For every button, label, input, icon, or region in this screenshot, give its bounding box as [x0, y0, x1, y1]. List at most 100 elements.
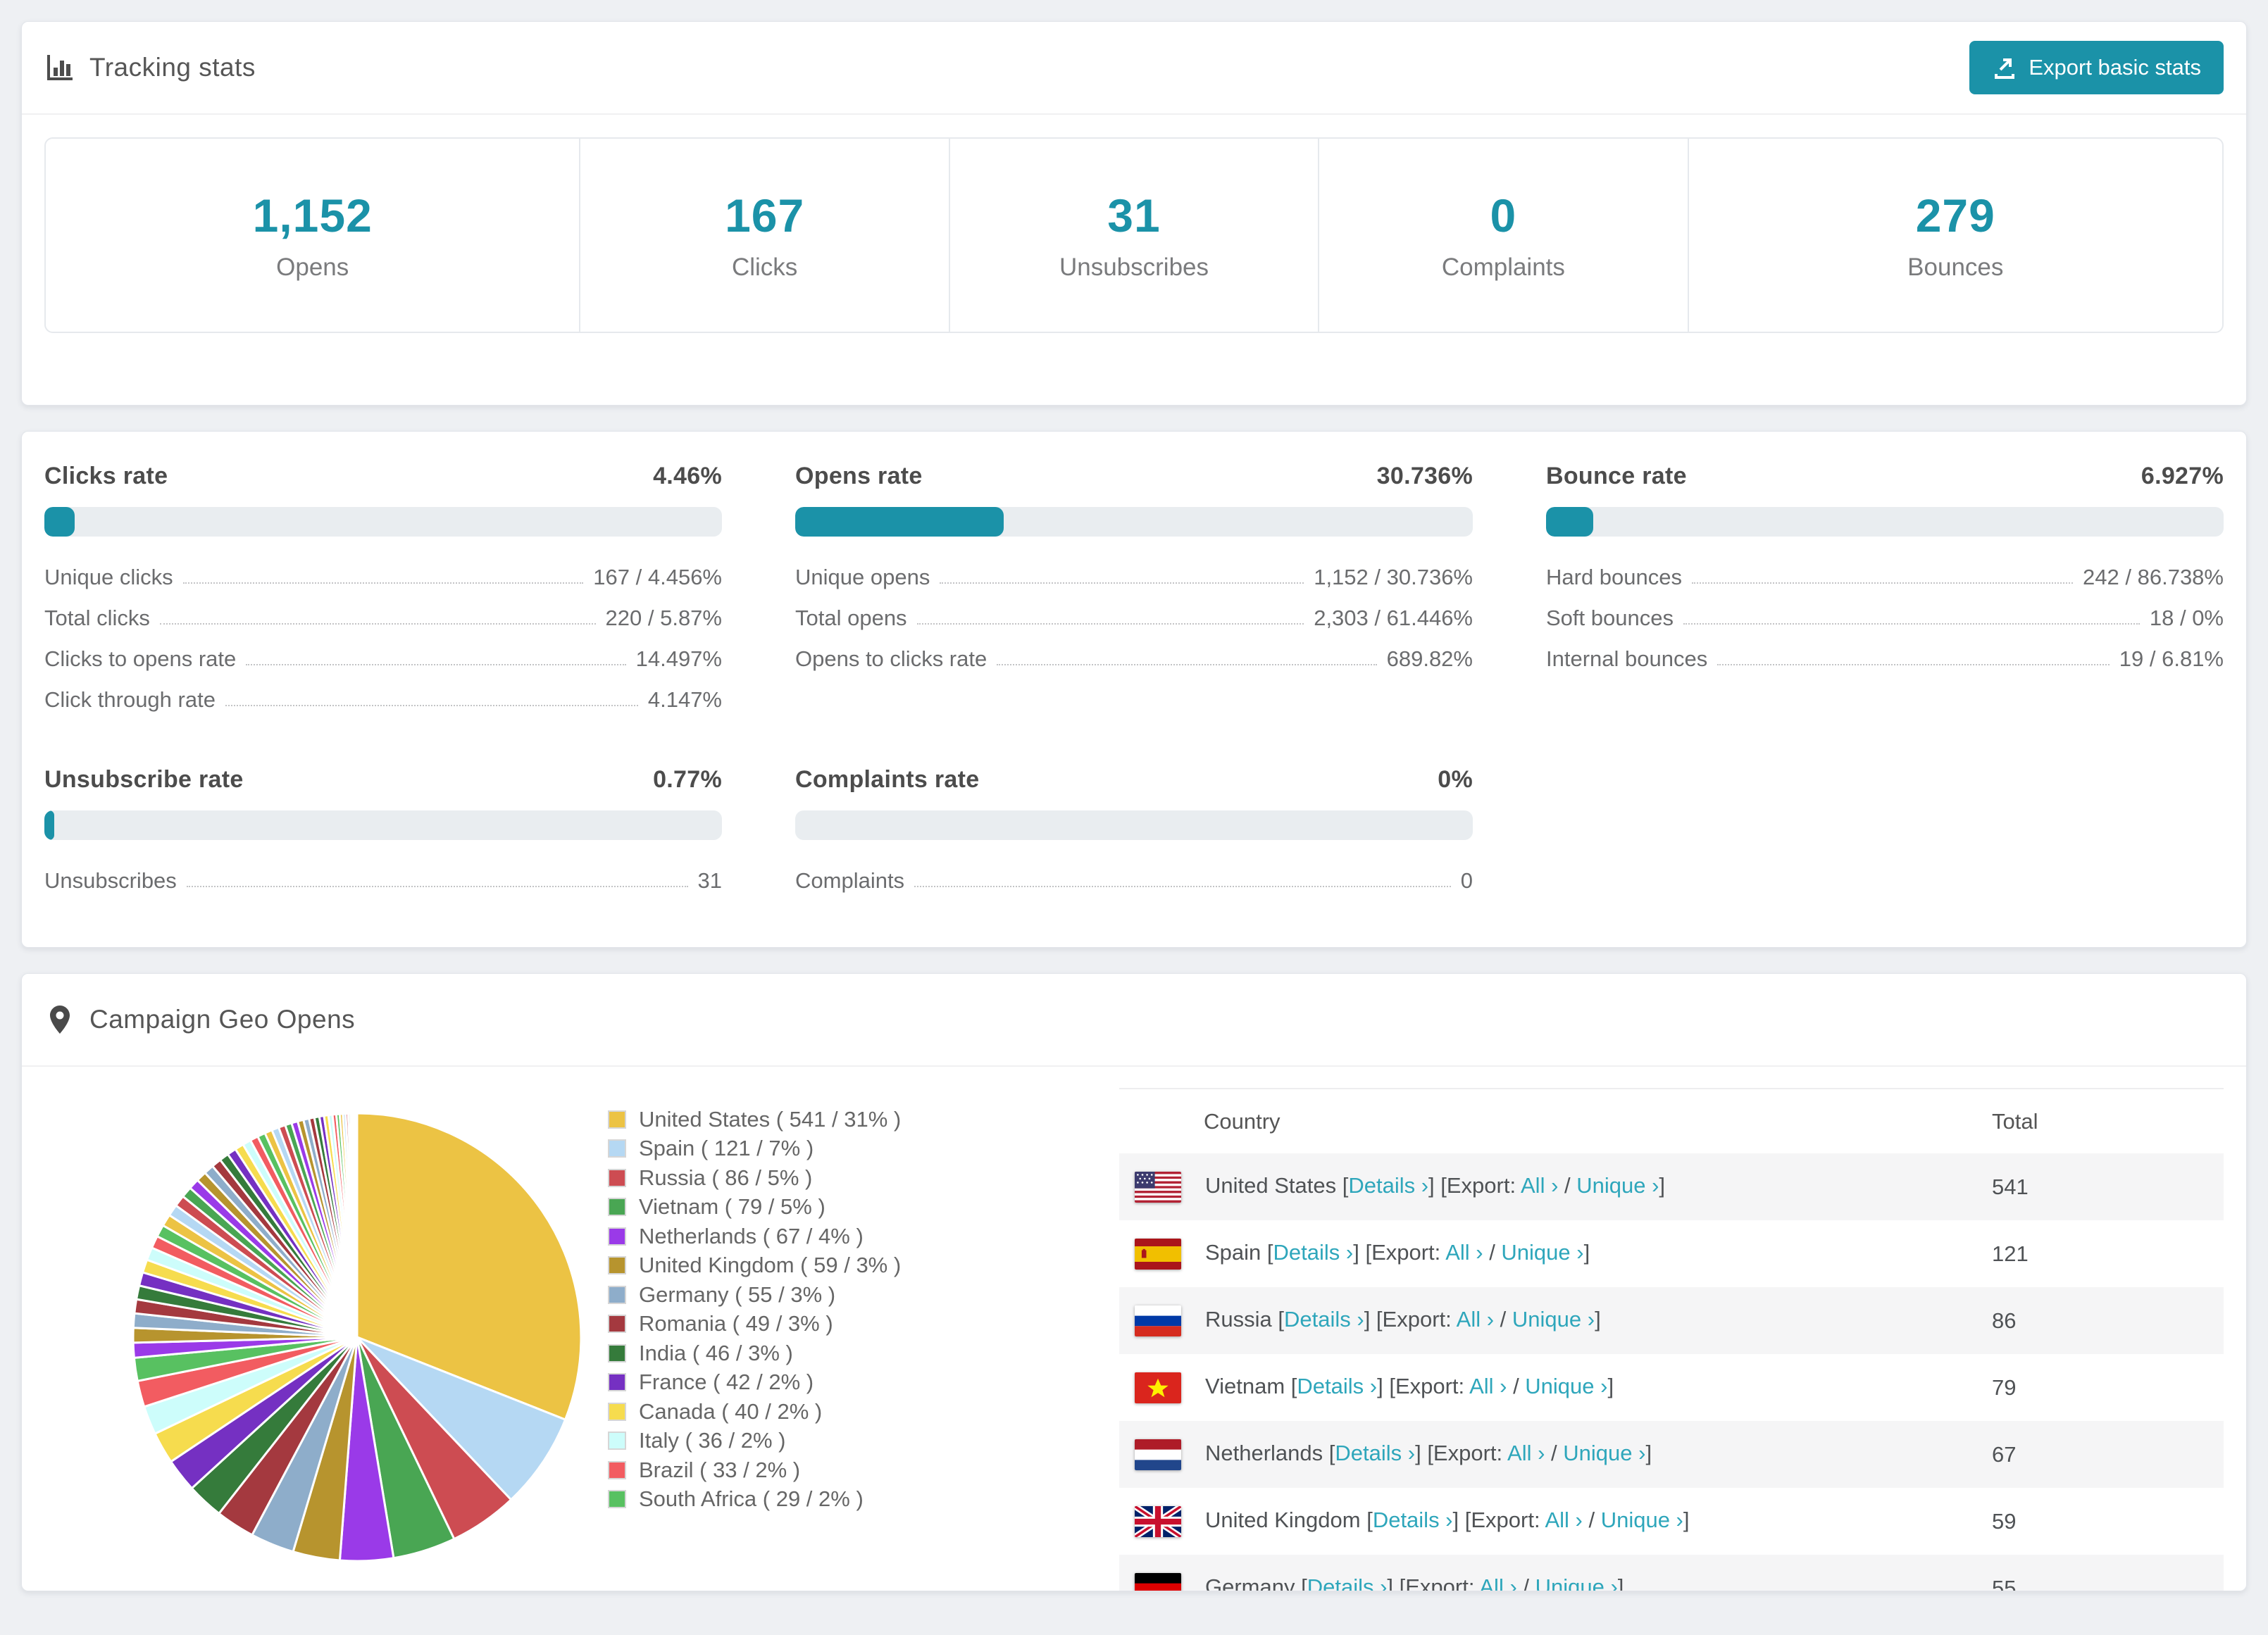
- bracket: [: [1272, 1307, 1284, 1332]
- details-link[interactable]: Details ›: [1335, 1441, 1415, 1465]
- country-cell: Russia [Details ›] [Export: All › / Uniq…: [1119, 1287, 1991, 1354]
- export-all-link[interactable]: All ›: [1457, 1307, 1494, 1332]
- legend-swatch: [608, 1344, 626, 1362]
- stat-value: 279: [1916, 189, 1995, 242]
- export-unique-link[interactable]: Unique ›: [1512, 1307, 1595, 1332]
- rate-row-label: Total opens: [795, 606, 907, 631]
- stat-label: Bounces: [1907, 253, 2003, 282]
- rate-row-value: 31: [698, 868, 722, 894]
- details-link[interactable]: Details ›: [1348, 1173, 1428, 1198]
- rate-percent: 30.736%: [1377, 463, 1473, 490]
- country-total: 59: [1991, 1488, 2224, 1555]
- export-unique-link[interactable]: Unique ›: [1535, 1574, 1618, 1591]
- export-all-link[interactable]: All ›: [1507, 1441, 1545, 1465]
- country-name: United States: [1205, 1173, 1336, 1198]
- legend-label: Germany ( 55 / 3% ): [639, 1282, 835, 1308]
- export-unique-link[interactable]: Unique ›: [1601, 1508, 1683, 1532]
- export-all-link[interactable]: All ›: [1545, 1508, 1582, 1532]
- legend-label: India ( 46 / 3% ): [639, 1341, 793, 1366]
- es-flag-icon: [1135, 1239, 1181, 1270]
- bracket: ] [Export:: [1428, 1173, 1521, 1198]
- dotted-leader: [183, 582, 584, 584]
- rate-row-value: 1,152 / 30.736%: [1314, 565, 1473, 590]
- legend-label: Vietnam ( 79 / 5% ): [639, 1194, 825, 1220]
- export-unique-link[interactable]: Unique ›: [1563, 1441, 1645, 1465]
- details-link[interactable]: Details ›: [1273, 1240, 1354, 1265]
- legend-label: Canada ( 40 / 2% ): [639, 1399, 822, 1424]
- slash: /: [1558, 1173, 1576, 1198]
- progress-fill: [795, 507, 1004, 537]
- details-link[interactable]: Details ›: [1373, 1508, 1453, 1532]
- stat-value: 31: [1107, 189, 1160, 242]
- legend-item: United States ( 541 / 31% ): [608, 1105, 1119, 1134]
- progress-track: [44, 507, 722, 537]
- legend-label: United States ( 541 / 31% ): [639, 1107, 901, 1132]
- rate-percent: 0%: [1438, 766, 1473, 794]
- country-row: Vietnam [Details ›] [Export: All › / Uni…: [1119, 1354, 2224, 1421]
- legend-item: Italy ( 36 / 2% ): [608, 1427, 1119, 1456]
- legend-item: India ( 46 / 3% ): [608, 1339, 1119, 1368]
- legend-swatch: [608, 1139, 626, 1158]
- country-total: 55: [1991, 1555, 2224, 1591]
- export-all-link[interactable]: All ›: [1479, 1574, 1516, 1591]
- legend-item: Vietnam ( 79 / 5% ): [608, 1193, 1119, 1222]
- legend-item: Germany ( 55 / 3% ): [608, 1280, 1119, 1310]
- country-cell: Germany [Details ›] [Export: All › / Uni…: [1119, 1555, 1991, 1591]
- progress-fill: [1546, 507, 1593, 537]
- rate-percent: 0.77%: [653, 766, 722, 794]
- rate-percent: 4.46%: [653, 463, 722, 490]
- rate-section: Unsubscribe rate 0.77% Unsubscribes 31: [44, 766, 722, 902]
- country-row: Germany [Details ›] [Export: All › / Uni…: [1119, 1555, 2224, 1591]
- country-cell: Vietnam [Details ›] [Export: All › / Uni…: [1119, 1354, 1991, 1421]
- rate-title: Unsubscribe rate: [44, 766, 244, 794]
- country-cell: Spain [Details ›] [Export: All › / Uniqu…: [1119, 1220, 1991, 1287]
- rate-row-label: Total clicks: [44, 606, 150, 631]
- total-column-header: Total: [1991, 1089, 2224, 1153]
- export-basic-stats-button[interactable]: Export basic stats: [1969, 41, 2224, 94]
- dotted-leader: [187, 886, 688, 887]
- country-name: Spain: [1205, 1240, 1261, 1265]
- details-link[interactable]: Details ›: [1284, 1307, 1364, 1332]
- legend-item: Netherlands ( 67 / 4% ): [608, 1222, 1119, 1251]
- legend-item: Brazil ( 33 / 2% ): [608, 1455, 1119, 1485]
- export-all-link[interactable]: All ›: [1445, 1240, 1483, 1265]
- dotted-leader: [160, 623, 596, 625]
- bracket: ] [Export:: [1364, 1307, 1457, 1332]
- slash: /: [1494, 1307, 1512, 1332]
- rate-row-label: Hard bounces: [1546, 565, 1682, 590]
- legend-label: Brazil ( 33 / 2% ): [639, 1458, 800, 1483]
- dotted-leader: [1683, 623, 2140, 625]
- export-all-link[interactable]: All ›: [1469, 1374, 1507, 1398]
- export-unique-link[interactable]: Unique ›: [1576, 1173, 1659, 1198]
- export-unique-link[interactable]: Unique ›: [1525, 1374, 1607, 1398]
- country-row: United States [Details ›] [Export: All ›…: [1119, 1153, 2224, 1220]
- rate-row-value: 242 / 86.738%: [2083, 565, 2224, 590]
- rate-row-label: Unsubscribes: [44, 868, 177, 894]
- nl-flag-icon: [1135, 1439, 1181, 1470]
- export-icon: [1992, 55, 2017, 80]
- rate-row-label: Click through rate: [44, 687, 216, 713]
- details-link[interactable]: Details ›: [1307, 1574, 1388, 1591]
- legend-label: France ( 42 / 2% ): [639, 1370, 814, 1395]
- country-column-header: Country: [1119, 1089, 1991, 1153]
- bracket: [: [1361, 1508, 1373, 1532]
- dotted-leader: [914, 886, 1451, 887]
- slash: /: [1507, 1374, 1525, 1398]
- export-all-link[interactable]: All ›: [1521, 1173, 1558, 1198]
- legend-label: South Africa ( 29 / 2% ): [639, 1486, 864, 1512]
- details-link[interactable]: Details ›: [1297, 1374, 1377, 1398]
- export-unique-link[interactable]: Unique ›: [1501, 1240, 1583, 1265]
- country-cell: United States [Details ›] [Export: All ›…: [1119, 1153, 1991, 1220]
- legend-label: Netherlands ( 67 / 4% ): [639, 1224, 864, 1249]
